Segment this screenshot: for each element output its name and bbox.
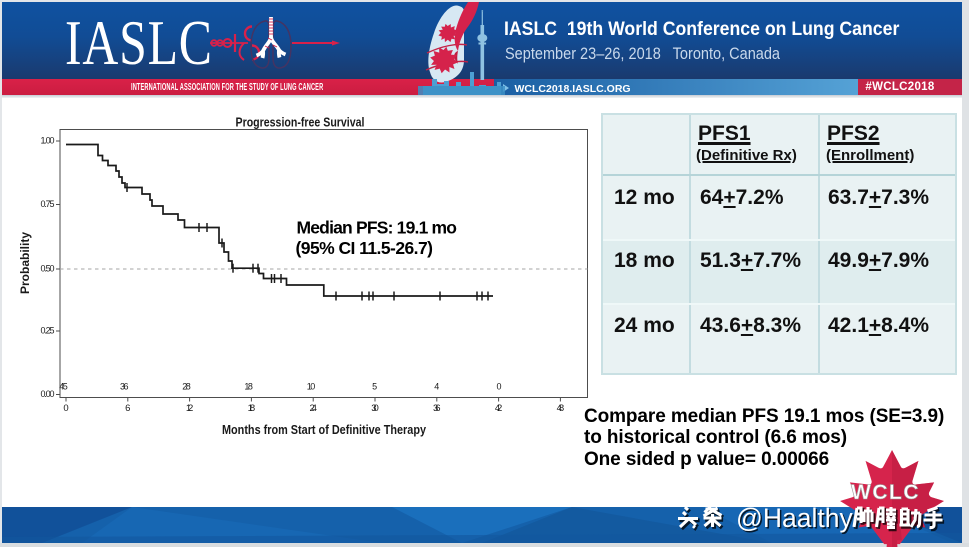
svg-text:Probability: Probability — [18, 232, 32, 294]
svg-text:@Haalthy: @Haalthy — [736, 503, 854, 533]
svg-text:36: 36 — [120, 382, 129, 392]
svg-text:@Haalthy: @Haalthy — [738, 505, 856, 535]
svg-text:Months from Start of Definitiv: Months from Start of Definitive Therapy — [222, 423, 426, 437]
svg-text:28: 28 — [182, 382, 191, 392]
svg-text:0: 0 — [496, 382, 501, 392]
svg-text:Progression-free Survival: Progression-free Survival — [236, 116, 365, 130]
svg-text:0.25: 0.25 — [41, 326, 55, 336]
svg-text:10: 10 — [307, 382, 316, 392]
svg-text:48: 48 — [557, 403, 565, 414]
svg-text:12: 12 — [186, 403, 194, 414]
svg-text:42: 42 — [495, 403, 503, 414]
svg-text:45: 45 — [59, 382, 68, 392]
svg-text:4: 4 — [434, 382, 439, 392]
svg-text:0: 0 — [63, 403, 68, 414]
svg-text:1.00: 1.00 — [41, 136, 55, 146]
svg-text:WCLC: WCLC — [851, 481, 920, 504]
svg-text:(95% CI 11.5-26.7): (95% CI 11.5-26.7) — [296, 238, 434, 258]
svg-text:36: 36 — [433, 403, 441, 414]
svg-text:0.00: 0.00 — [41, 389, 55, 399]
svg-text:30: 30 — [371, 403, 379, 414]
svg-text:18: 18 — [244, 382, 253, 392]
svg-text:18: 18 — [248, 403, 256, 414]
svg-text:Median PFS: 19.1 mo: Median PFS: 19.1 mo — [297, 218, 458, 238]
svg-text:24: 24 — [309, 403, 317, 414]
svg-text:6: 6 — [125, 403, 130, 414]
svg-text:0.50: 0.50 — [41, 264, 55, 274]
svg-text:0.75: 0.75 — [41, 199, 55, 209]
svg-text:WCLC: WCLC — [851, 481, 920, 504]
svg-text:5: 5 — [372, 382, 377, 392]
